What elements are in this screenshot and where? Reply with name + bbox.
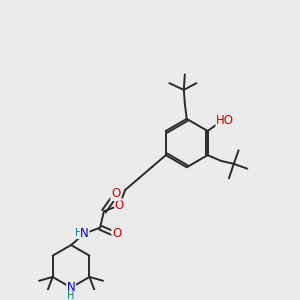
Text: H: H bbox=[68, 291, 75, 300]
Text: O: O bbox=[112, 227, 121, 240]
Text: N: N bbox=[67, 281, 75, 294]
Text: O: O bbox=[115, 199, 124, 212]
Text: N: N bbox=[80, 227, 89, 240]
Text: HO: HO bbox=[216, 114, 234, 127]
Text: H: H bbox=[75, 228, 83, 239]
Text: O: O bbox=[111, 187, 120, 200]
